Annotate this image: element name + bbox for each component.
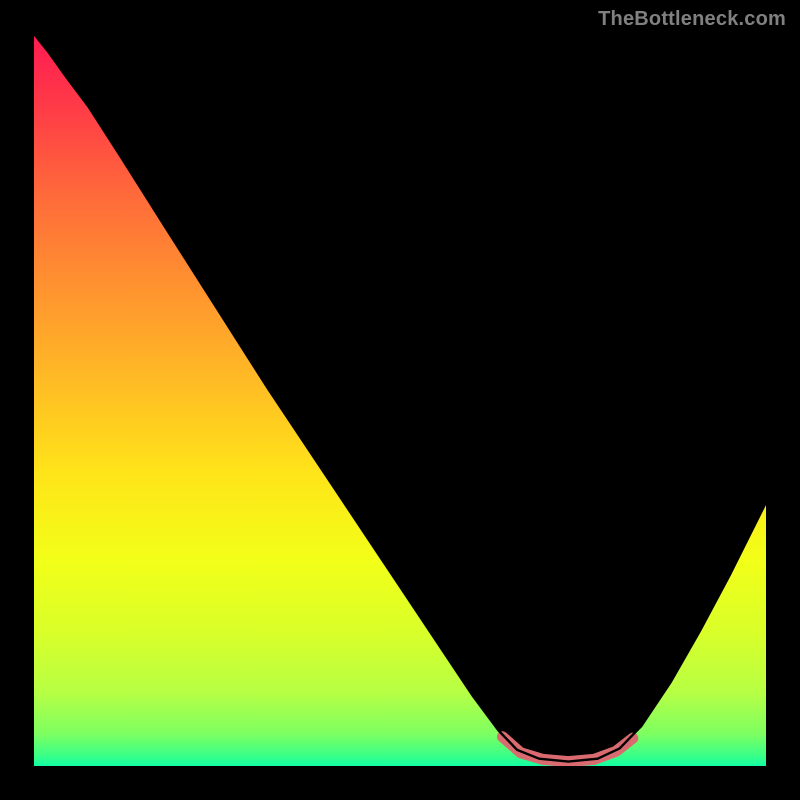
plot-area [34,34,766,766]
watermark-text: TheBottleneck.com [598,8,786,31]
chart-container: TheBottleneck.com [0,0,800,800]
plot-svg [34,34,766,766]
